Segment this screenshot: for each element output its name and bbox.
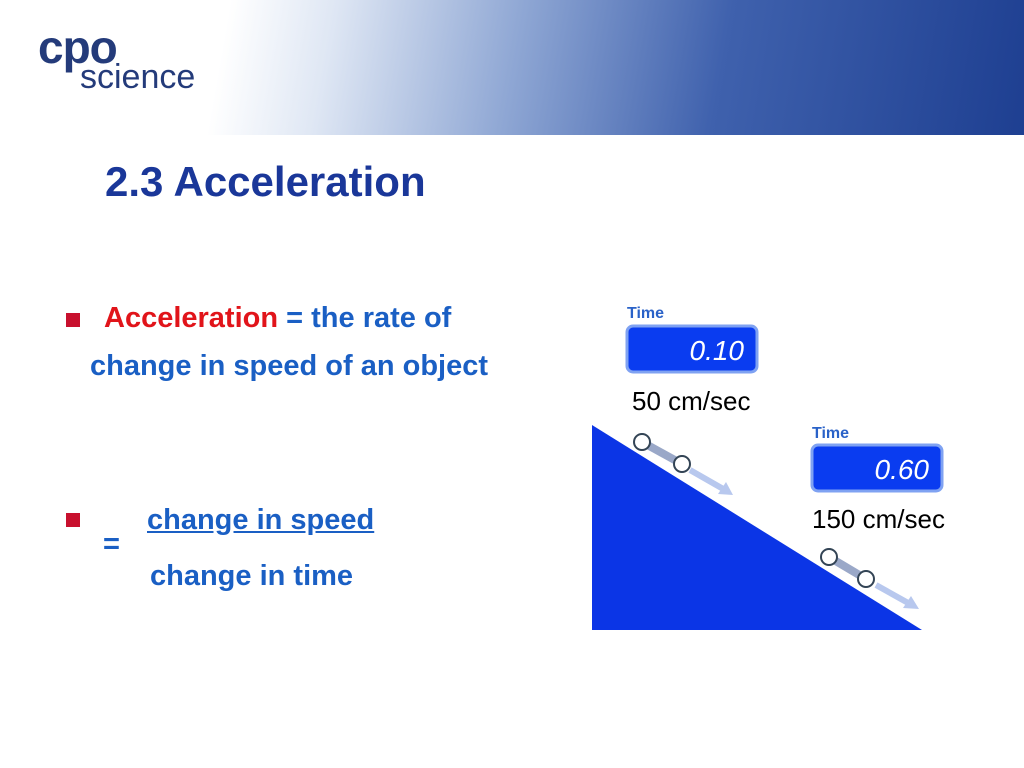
bullet-text: Acceleration = the rate of change in spe… [90, 294, 540, 390]
timer: Time 0.60 150 cm/sec [810, 425, 945, 534]
wheel [673, 455, 691, 473]
ramp [592, 425, 922, 630]
bullet-marker [66, 513, 80, 527]
equals-sign: = [103, 528, 120, 560]
timer-display: 0.60 [875, 454, 930, 485]
cart [820, 548, 919, 609]
arrow-head [718, 482, 733, 495]
timer-box [625, 324, 759, 374]
timer: Time 0.10 50 cm/sec [625, 305, 759, 416]
wheel [820, 548, 838, 566]
timer-box [810, 443, 944, 493]
arrow-head [903, 596, 919, 609]
denominator: change in time [150, 560, 354, 592]
logo-science: science [80, 58, 196, 96]
wheel [633, 433, 651, 451]
timer-label: Time [812, 425, 849, 442]
slide-title: 2.3 Acceleration [105, 158, 426, 205]
arrow [688, 467, 727, 493]
speed: 50 cm/sec [632, 386, 751, 416]
term: Acceleration [104, 302, 279, 334]
definition: = the rate of change in speed of an obje… [90, 302, 489, 382]
bullet-marker [66, 313, 80, 327]
speed: 150 cm/sec [812, 504, 945, 534]
arrow [874, 582, 912, 607]
cart [633, 433, 733, 495]
numerator: change in speed [147, 504, 375, 536]
timer-label: Time [627, 305, 664, 322]
logo-cpo: cpo [38, 21, 118, 73]
header-banner [0, 0, 1024, 135]
wheel [857, 570, 875, 588]
timer-display: 0.10 [690, 335, 745, 366]
